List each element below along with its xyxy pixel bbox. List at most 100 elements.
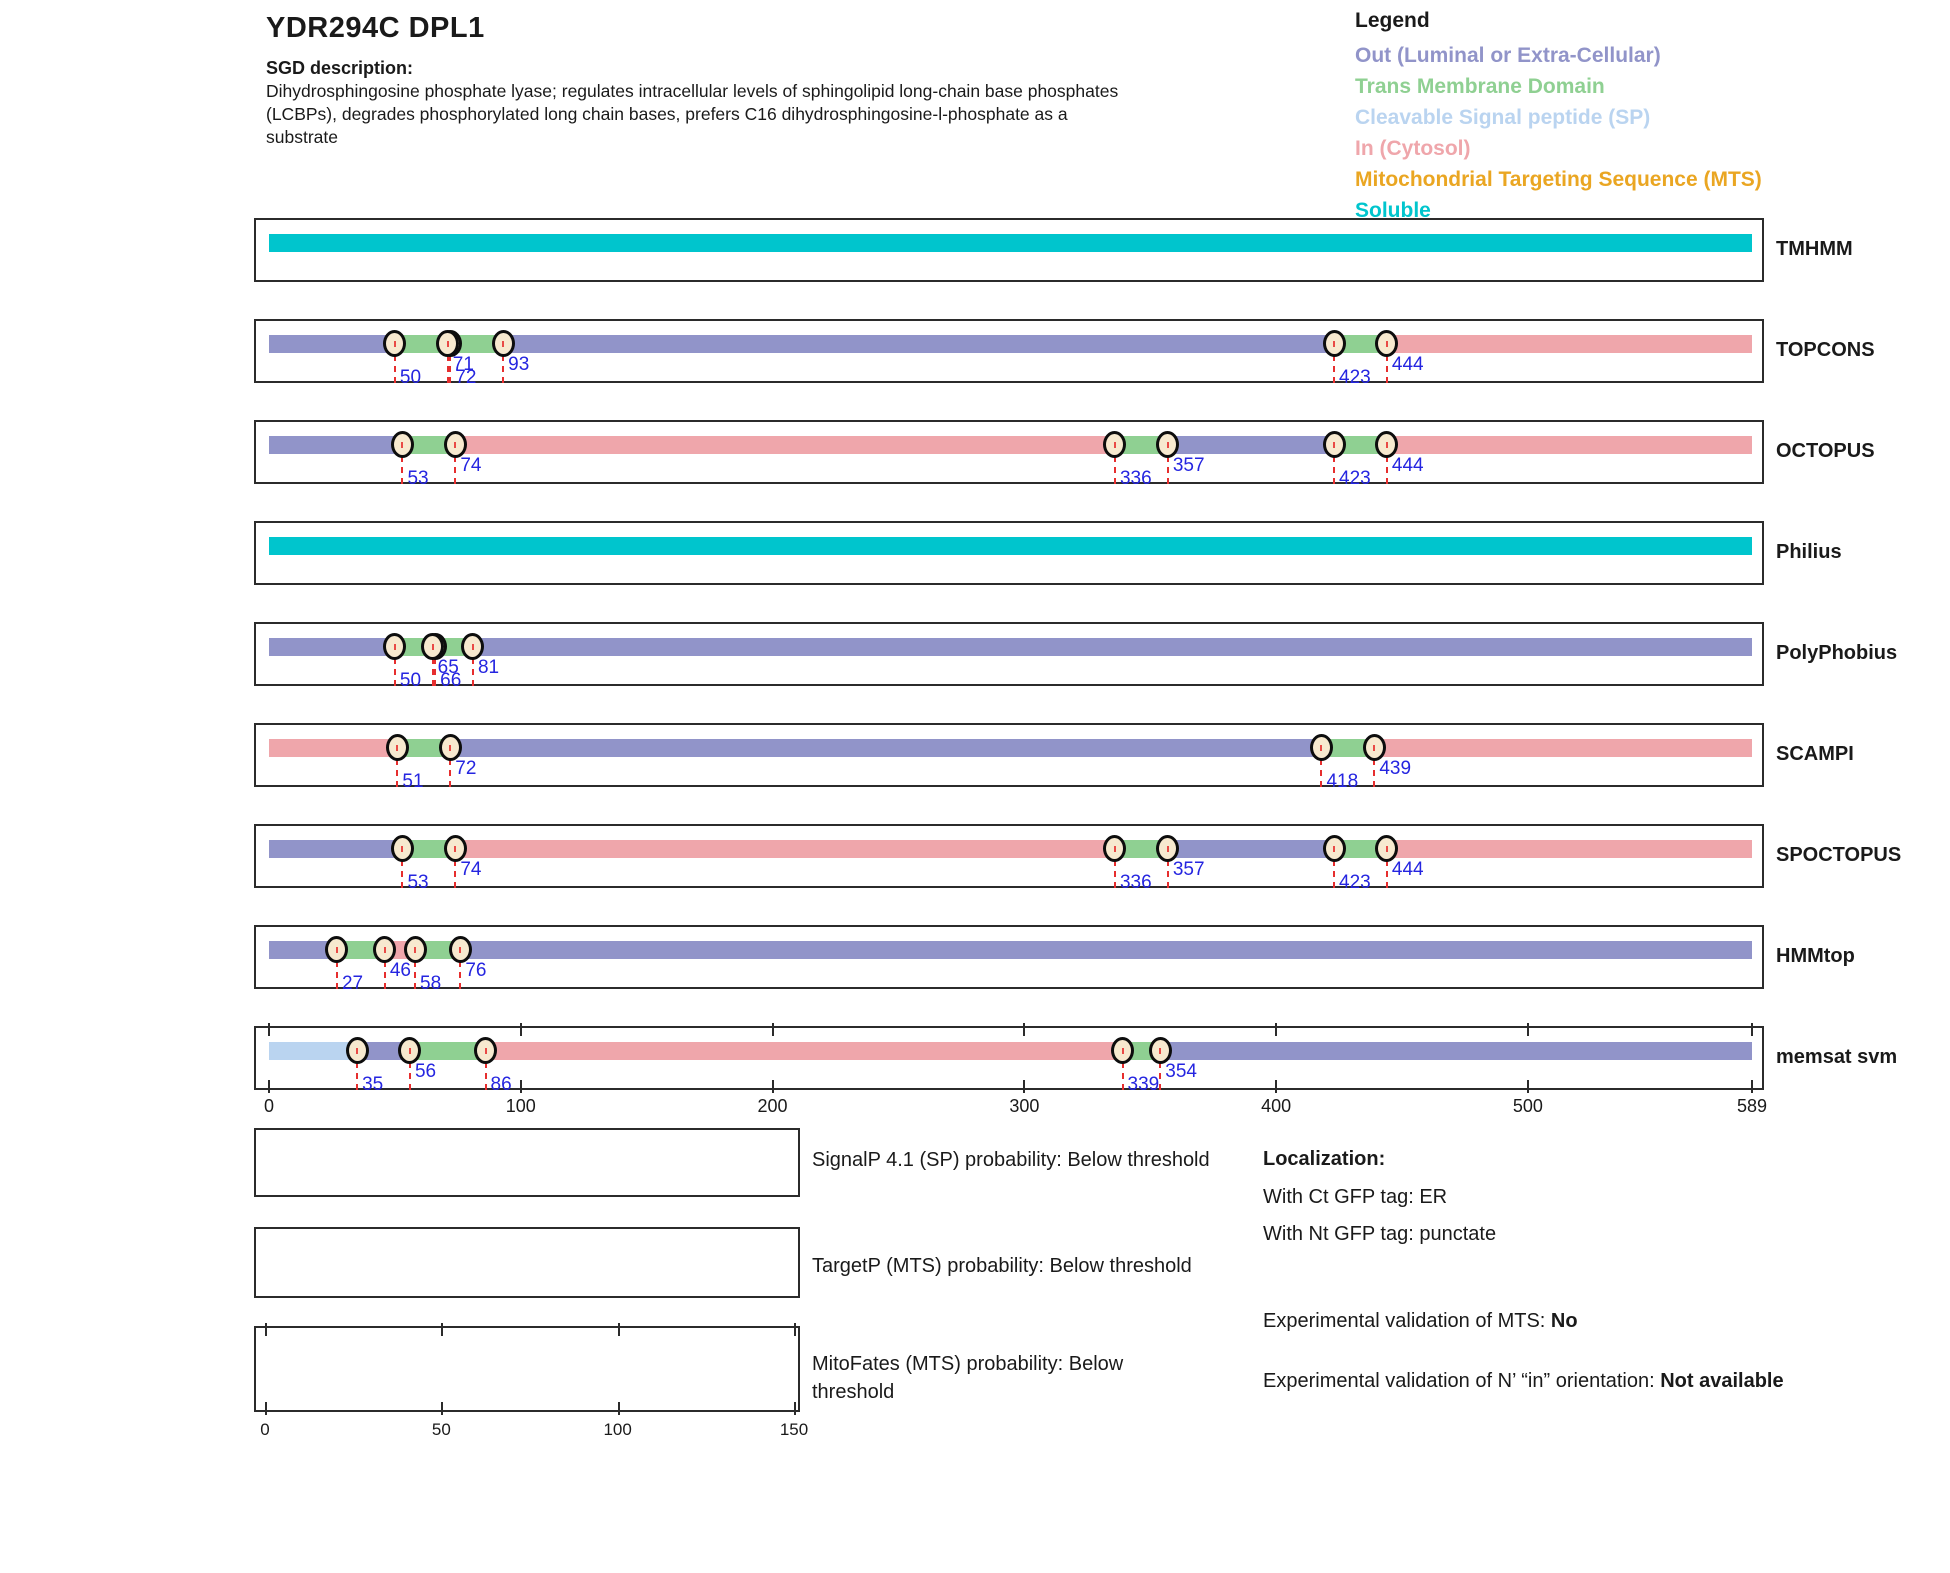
tm-start-number: 86 xyxy=(490,1074,512,1095)
segment-tm xyxy=(1321,739,1375,757)
axis-tick-bottom xyxy=(519,1080,522,1093)
axis-tick-top xyxy=(771,1023,774,1036)
boundary-dash-line xyxy=(446,355,449,383)
mts-validation-value: No xyxy=(1550,1310,1578,1332)
tm-end-number: 76 xyxy=(465,960,487,981)
segment-out xyxy=(357,1042,410,1060)
boundary-marker-circle xyxy=(383,330,407,357)
boundary-marker-dash xyxy=(502,340,505,347)
boundary-marker-circle xyxy=(1362,734,1386,761)
boundary-marker-dash xyxy=(484,1047,487,1054)
boundary-marker-dash xyxy=(1333,845,1336,852)
track-box-topcons: 71 93 444 50 72 423 xyxy=(254,319,1764,387)
segment-out xyxy=(1167,436,1335,454)
tm-end-number: 74 xyxy=(460,455,482,476)
boundary-dash-line xyxy=(1373,759,1376,787)
track-label-topcons: TOPCONS xyxy=(1776,339,1875,361)
segment-tm xyxy=(1334,840,1387,858)
boundary-dash-line xyxy=(393,355,396,383)
legend-item-tm: Trans Membrane Domain xyxy=(1355,75,1605,98)
boundary-marker-circle xyxy=(390,431,414,458)
boundary-marker-dash xyxy=(1166,845,1169,852)
boundary-dash-line xyxy=(434,658,437,686)
segment-in xyxy=(455,840,1115,858)
mini-axis-tick-label: 100 xyxy=(603,1420,632,1439)
boundary-marker-circle xyxy=(436,330,460,357)
boundary-marker-dash xyxy=(1166,441,1169,448)
boundary-dash-line xyxy=(454,860,457,888)
tm-start-number: 72 xyxy=(455,367,477,388)
segment-soluble xyxy=(269,537,1752,555)
mini-axis-tick-bottom xyxy=(617,1402,620,1415)
probability-plot-box-1 xyxy=(254,1227,800,1298)
boundary-marker-dash xyxy=(454,845,457,852)
legend-item-in: In (Cytosol) xyxy=(1355,137,1471,160)
orientation-validation-label: Experimental validation of N’ “in” orien… xyxy=(1263,1370,1661,1392)
boundary-marker-dash xyxy=(1121,1047,1124,1054)
tm-start-number: 58 xyxy=(420,973,442,994)
boundary-marker-dash xyxy=(1320,744,1323,751)
boundary-dash-line xyxy=(396,759,399,787)
legend-title: Legend xyxy=(1355,9,1430,32)
boundary-dash-line xyxy=(454,456,457,484)
boundary-dash-line xyxy=(1385,456,1388,484)
mts-validation: Experimental validation of MTS: No xyxy=(1263,1306,1578,1336)
boundary-marker-circle xyxy=(345,1037,369,1064)
boundary-dash-line xyxy=(1333,860,1336,888)
boundary-marker-circle xyxy=(1309,734,1333,761)
boundary-dash-line xyxy=(431,658,434,686)
boundary-marker-dash xyxy=(335,946,338,953)
boundary-marker-dash xyxy=(431,643,434,650)
boundary-marker-dash xyxy=(408,1047,411,1054)
boundary-dash-line xyxy=(1166,860,1169,888)
tm-end-number: 56 xyxy=(414,1061,437,1082)
segment-in xyxy=(485,1042,1123,1060)
segment-sp xyxy=(269,1042,358,1060)
segment-soluble xyxy=(269,234,1752,252)
segment-in xyxy=(1386,335,1752,353)
track-label-hmmtop: HMMtop xyxy=(1776,945,1855,967)
probability-plot-caption-0: SignalP 4.1 (SP) probability: Below thre… xyxy=(812,1149,1210,1171)
boundary-marker-circle xyxy=(461,633,485,660)
mini-axis-tick-bottom xyxy=(441,1402,444,1415)
boundary-dash-line xyxy=(408,1062,411,1090)
localization-nt-gfp: With Nt GFP tag: punctate xyxy=(1263,1223,1497,1245)
segment-tm xyxy=(402,840,456,858)
track-label-memsat-svm: memsat svm xyxy=(1776,1046,1898,1068)
boundary-marker-dash xyxy=(393,643,396,650)
track-box-philius xyxy=(254,521,1764,585)
axis-tick-label: 500 xyxy=(1512,1096,1543,1116)
tm-start-number: 423 xyxy=(1339,367,1371,388)
boundary-marker-circle xyxy=(421,633,445,660)
boundary-marker-circle xyxy=(1322,431,1346,458)
axis-tick-bottom xyxy=(771,1080,774,1093)
segment-out xyxy=(450,739,1322,757)
tm-start-number: 423 xyxy=(1339,468,1371,489)
axis-tick-top xyxy=(519,1023,522,1036)
boundary-marker-circle xyxy=(1148,1037,1172,1064)
segment-in xyxy=(269,739,398,757)
boundary-dash-line xyxy=(1113,860,1116,888)
boundary-marker-dash xyxy=(1385,340,1388,347)
segment-tm xyxy=(1114,436,1168,454)
segment-out xyxy=(269,941,337,959)
axis-tick-top xyxy=(268,1023,270,1036)
tm-end-number: 444 xyxy=(1391,859,1424,880)
track-box-polyphobius: 65 81 50 66 xyxy=(254,622,1764,690)
track-label-polyphobius: PolyPhobius xyxy=(1776,642,1898,664)
boundary-dash-line xyxy=(401,860,404,888)
track-label-tmhmm: TMHMM xyxy=(1776,238,1853,260)
tm-end-number: 357 xyxy=(1172,455,1205,476)
boundary-marker-circle xyxy=(373,936,397,963)
axis-tick-bottom xyxy=(1275,1080,1278,1093)
segment-tm xyxy=(409,1042,486,1060)
probability-plot-caption-1: TargetP (MTS) probability: Below thresho… xyxy=(812,1255,1192,1277)
boundary-marker-dash xyxy=(393,340,396,347)
tm-end-number: 46 xyxy=(389,960,411,981)
boundary-marker-circle xyxy=(1375,835,1399,862)
boundary-marker-circle xyxy=(1103,431,1127,458)
axis-tick-bottom xyxy=(1023,1080,1026,1093)
boundary-dash-line xyxy=(335,961,338,989)
boundary-marker-circle xyxy=(474,1037,498,1064)
